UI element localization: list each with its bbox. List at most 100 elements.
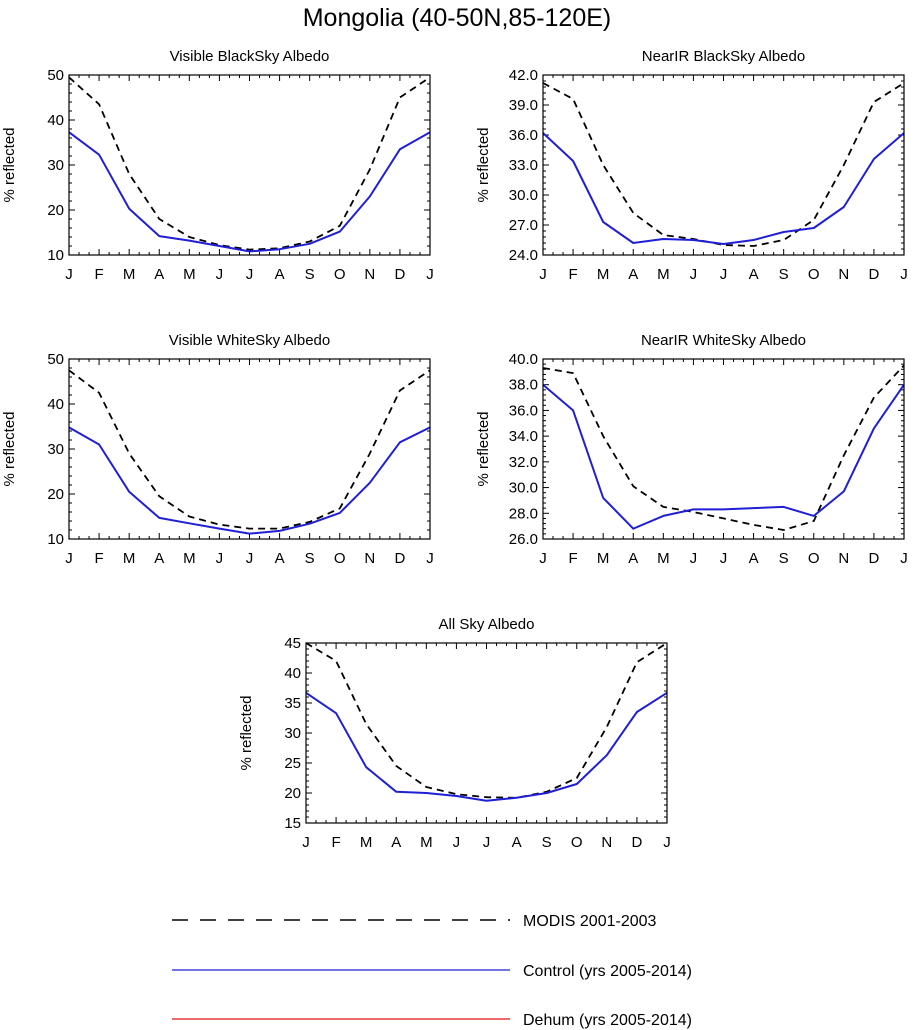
series-line-modis: [305, 642, 668, 799]
legend-label: Control (yrs 2005-2014): [523, 963, 692, 980]
y-tick-label: 32.0: [509, 454, 538, 471]
series-line-modis: [68, 369, 431, 530]
x-tick-label: M: [657, 266, 670, 283]
y-axis-label: % reflected: [475, 127, 492, 202]
x-tick-label: M: [597, 550, 610, 567]
y-tick-label: 33.0: [509, 157, 538, 174]
x-tick-label: J: [690, 266, 698, 283]
y-axis-label: % reflected: [1, 127, 18, 202]
series-line-control: [68, 426, 431, 535]
x-tick-label: A: [275, 266, 285, 283]
y-tick-label: 26.0: [509, 531, 538, 548]
x-tick-label: J: [216, 550, 224, 567]
x-tick-label: J: [900, 550, 908, 567]
chart-panel: NearIR WhiteSky Albedo % reflected J F M A M J J…: [475, 332, 908, 567]
x-tick-label: F: [94, 550, 103, 567]
y-tick-label: 30.0: [509, 187, 538, 204]
x-tick-label: N: [601, 834, 612, 851]
plot-frame: [305, 642, 668, 824]
y-tick-label: 42.0: [509, 67, 538, 84]
x-tick-label: J: [65, 550, 73, 567]
y-tick-label: 15: [284, 815, 301, 832]
x-tick-label: M: [597, 266, 610, 283]
plot-frame: [542, 74, 905, 256]
x-tick-label: N: [364, 266, 375, 283]
y-tick-label: 36.0: [509, 127, 538, 144]
x-tick-label: A: [749, 266, 759, 283]
x-tick-label: S: [542, 834, 552, 851]
panels: Visible BlackSky Albedo % reflected J F M A M J…: [1, 48, 908, 851]
plot-frame: [542, 358, 905, 540]
y-tick-label: 38.0: [509, 377, 538, 394]
x-tick-label: J: [426, 266, 434, 283]
x-tick-label: O: [571, 834, 583, 851]
x-tick-label: J: [539, 550, 547, 567]
y-tick-label: 40.0: [509, 351, 538, 368]
y-axis-label: % reflected: [1, 411, 18, 486]
x-tick-label: A: [628, 266, 638, 283]
x-tick-label: D: [394, 266, 405, 283]
legend-label: Dehum (yrs 2005-2014): [523, 1012, 692, 1029]
x-tick-label: N: [838, 550, 849, 567]
panel-title: Visible BlackSky Albedo: [170, 48, 330, 65]
x-tick-label: D: [868, 266, 879, 283]
y-tick-label: 27.0: [509, 217, 538, 234]
x-tick-label: M: [123, 266, 136, 283]
x-tick-label: S: [779, 550, 789, 567]
x-tick-label: J: [483, 834, 491, 851]
y-tick-label: 30: [47, 441, 64, 458]
x-tick-label: J: [65, 266, 73, 283]
y-tick-label: 40: [284, 665, 301, 682]
legend-item: Control (yrs 2005-2014): [172, 963, 692, 980]
x-tick-label: D: [631, 834, 642, 851]
y-tick-label: 35: [284, 695, 301, 712]
series-line-control: [542, 383, 905, 530]
x-tick-label: S: [305, 266, 315, 283]
y-tick-label: 20: [47, 486, 64, 503]
x-tick-label: M: [360, 834, 373, 851]
y-tick-label: 28.0: [509, 505, 538, 522]
x-tick-label: F: [331, 834, 340, 851]
panel-title: NearIR WhiteSky Albedo: [641, 332, 806, 349]
y-tick-label: 24.0: [509, 247, 538, 264]
y-tick-label: 39.0: [509, 97, 538, 114]
y-tick-label: 10: [47, 247, 64, 264]
x-tick-label: S: [779, 266, 789, 283]
x-tick-label: M: [657, 550, 670, 567]
series-line-control: [305, 691, 668, 802]
x-tick-label: J: [216, 266, 224, 283]
x-tick-label: J: [690, 550, 698, 567]
series-line-modis: [68, 76, 431, 251]
x-tick-label: A: [154, 266, 164, 283]
y-tick-label: 30.0: [509, 480, 538, 497]
x-tick-label: J: [900, 266, 908, 283]
x-tick-label: D: [868, 550, 879, 567]
y-tick-label: 10: [47, 531, 64, 548]
x-tick-label: J: [720, 550, 728, 567]
x-tick-label: J: [663, 834, 671, 851]
x-tick-label: A: [749, 550, 759, 567]
panel-title: All Sky Albedo: [439, 616, 535, 633]
y-tick-label: 50: [47, 351, 64, 368]
x-tick-label: M: [420, 834, 433, 851]
x-tick-label: J: [539, 266, 547, 283]
series-line-modis: [542, 82, 905, 247]
x-tick-label: O: [334, 266, 346, 283]
y-tick-label: 50: [47, 67, 64, 84]
x-tick-label: J: [720, 266, 728, 283]
y-tick-label: 34.0: [509, 428, 538, 445]
y-tick-label: 36.0: [509, 402, 538, 419]
y-tick-label: 40: [47, 112, 64, 129]
y-tick-label: 20: [47, 202, 64, 219]
y-tick-label: 30: [47, 157, 64, 174]
chart-panel: Visible BlackSky Albedo % reflected J F M A M J…: [1, 48, 434, 283]
x-tick-label: J: [302, 834, 310, 851]
x-tick-label: J: [453, 834, 461, 851]
series-line-modis: [542, 364, 905, 531]
y-axis-label: % reflected: [475, 411, 492, 486]
x-tick-label: O: [808, 550, 820, 567]
x-tick-label: D: [394, 550, 405, 567]
x-tick-label: S: [305, 550, 315, 567]
chart-panel: Visible WhiteSky Albedo % reflected J F M A M J…: [1, 332, 434, 567]
